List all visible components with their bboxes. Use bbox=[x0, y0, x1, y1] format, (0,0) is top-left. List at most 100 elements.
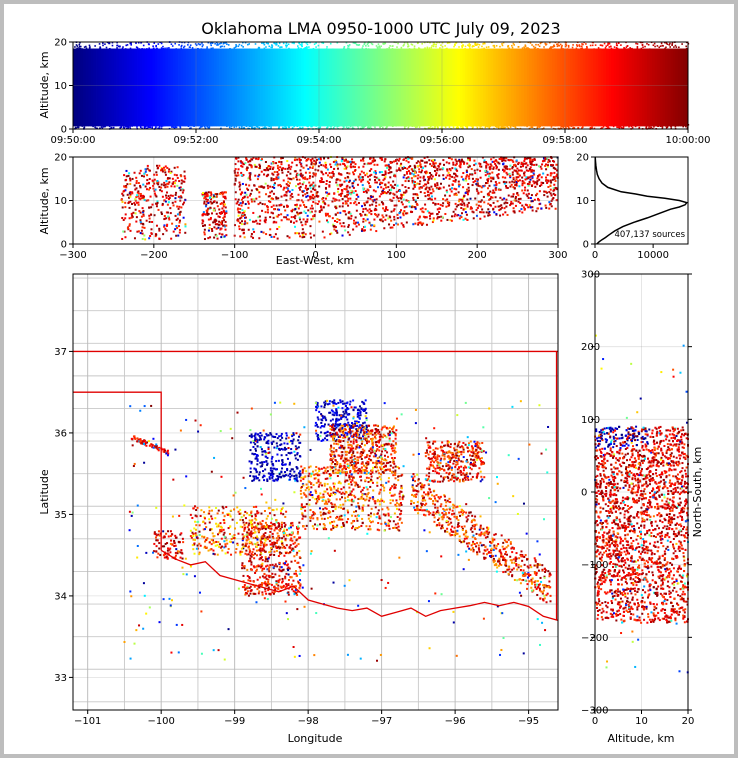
time-altitude-point bbox=[435, 45, 437, 48]
plan-view-point bbox=[299, 474, 302, 477]
east-west-point bbox=[321, 180, 324, 183]
east-west-point bbox=[454, 178, 457, 181]
time-altitude-point bbox=[649, 124, 651, 126]
east-west-point bbox=[296, 158, 299, 161]
east-west-point bbox=[466, 193, 469, 196]
east-west-point bbox=[211, 202, 214, 205]
east-west-point bbox=[412, 199, 415, 202]
time-altitude-ylabel: Altitude, km bbox=[38, 51, 51, 118]
time-altitude-point bbox=[160, 47, 163, 49]
east-west-point bbox=[460, 212, 463, 215]
plan-view-point bbox=[362, 426, 365, 429]
time-altitude-point bbox=[570, 125, 573, 127]
east-west-point bbox=[479, 163, 482, 166]
east-west-point bbox=[131, 202, 134, 205]
plan-view-point bbox=[331, 410, 334, 413]
east-west-point bbox=[383, 177, 386, 180]
time-altitude-point bbox=[538, 126, 541, 128]
east-west-point bbox=[304, 187, 307, 190]
east-west-point bbox=[454, 213, 457, 216]
east-west-point bbox=[554, 207, 557, 210]
time-altitude-point bbox=[240, 44, 243, 47]
time-altitude-point bbox=[89, 49, 91, 52]
time-altitude-point bbox=[238, 126, 241, 129]
plan-view-point bbox=[263, 479, 266, 482]
east-west-point bbox=[325, 179, 328, 182]
east-west-point bbox=[281, 157, 284, 160]
time-altitude-point bbox=[278, 42, 281, 45]
east-west-point bbox=[350, 163, 353, 166]
x-tick-label: 200 bbox=[468, 250, 487, 261]
east-west-point bbox=[492, 189, 495, 192]
east-west-point bbox=[515, 183, 518, 186]
east-west-point bbox=[532, 169, 535, 172]
time-altitude-point bbox=[350, 124, 352, 127]
east-west-point bbox=[455, 193, 458, 196]
east-west-point bbox=[136, 194, 139, 197]
east-west-point bbox=[146, 179, 149, 182]
east-west-point bbox=[426, 180, 429, 183]
time-altitude-point bbox=[407, 126, 410, 129]
east-west-point bbox=[521, 179, 524, 182]
east-west-point bbox=[178, 221, 181, 224]
east-west-point bbox=[414, 166, 417, 169]
time-altitude-point bbox=[544, 42, 547, 45]
east-west-point bbox=[331, 170, 334, 173]
east-west-point bbox=[393, 215, 396, 218]
east-west-point bbox=[361, 184, 364, 187]
east-west-point bbox=[388, 166, 391, 169]
east-west-point bbox=[452, 161, 455, 164]
east-west-point bbox=[520, 161, 523, 164]
east-west-point bbox=[171, 177, 174, 180]
time-altitude-point bbox=[373, 123, 376, 126]
east-west-point bbox=[413, 171, 416, 174]
east-west-point bbox=[201, 222, 204, 225]
time-altitude-point bbox=[131, 48, 135, 127]
time-altitude-point bbox=[366, 43, 369, 45]
east-west-point bbox=[529, 178, 532, 181]
plan-view-point bbox=[138, 440, 141, 443]
time-altitude-point bbox=[242, 41, 244, 44]
east-west-point bbox=[297, 173, 300, 176]
east-west-point bbox=[213, 200, 216, 203]
east-west-point bbox=[201, 193, 204, 196]
east-west-point bbox=[302, 166, 305, 169]
east-west-point bbox=[264, 221, 267, 224]
time-altitude-point bbox=[320, 49, 323, 52]
plan-view-point bbox=[334, 420, 337, 423]
time-altitude-point bbox=[129, 126, 131, 128]
east-west-point bbox=[298, 232, 301, 235]
east-west-point bbox=[432, 201, 435, 204]
east-west-point bbox=[220, 236, 223, 239]
east-west-point bbox=[243, 213, 246, 216]
east-west-point bbox=[354, 178, 357, 181]
east-west-point bbox=[455, 188, 458, 191]
east-west-point bbox=[445, 189, 448, 192]
east-west-point bbox=[205, 193, 208, 196]
east-west-point bbox=[276, 237, 279, 240]
east-west-point bbox=[343, 187, 346, 190]
plan-view-point bbox=[365, 431, 368, 434]
east-west-point bbox=[385, 166, 388, 169]
time-altitude-point bbox=[170, 43, 173, 45]
east-west-point bbox=[344, 229, 347, 232]
time-altitude-point bbox=[577, 49, 580, 52]
time-altitude-point bbox=[542, 127, 545, 129]
east-west-point bbox=[553, 177, 556, 180]
time-altitude-point bbox=[629, 47, 631, 49]
east-west-point bbox=[463, 161, 466, 164]
east-west-point bbox=[430, 159, 433, 162]
east-west-point bbox=[412, 223, 415, 226]
east-west-point bbox=[140, 222, 143, 225]
time-altitude-point bbox=[488, 127, 491, 129]
east-west-point bbox=[154, 194, 157, 197]
east-west-point bbox=[552, 166, 555, 169]
east-west-point bbox=[182, 189, 185, 192]
east-west-point bbox=[383, 192, 386, 195]
east-west-point bbox=[203, 202, 206, 205]
east-west-point bbox=[150, 228, 153, 231]
east-west-point bbox=[253, 200, 256, 203]
east-west-point bbox=[488, 214, 491, 217]
east-west-point bbox=[161, 202, 164, 205]
plan-view-point bbox=[336, 425, 339, 428]
